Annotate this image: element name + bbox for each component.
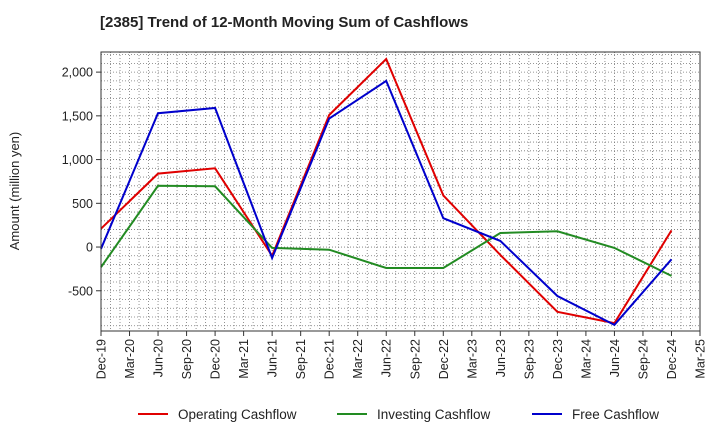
x-tick-label: Jun-23 — [494, 339, 508, 377]
legend-label: Free Cashflow — [572, 407, 659, 422]
x-tick-label: Sep-24 — [636, 339, 650, 379]
chart-title: [2385] Trend of 12-Month Moving Sum of C… — [100, 14, 469, 31]
series-line-free-cashflow — [100, 79, 673, 327]
series-line-operating-cashflow — [100, 57, 673, 325]
grid-lines — [101, 52, 700, 331]
y-tick-label: 1,500 — [62, 109, 93, 123]
y-tick-label: 1,000 — [62, 153, 93, 167]
legend-label: Operating Cashflow — [178, 407, 297, 422]
x-tick-label: Jun-20 — [152, 339, 166, 377]
y-tick-label: 2,000 — [62, 66, 93, 80]
x-tick-label: Dec-21 — [323, 339, 337, 379]
x-tick-label: Jun-24 — [608, 339, 622, 377]
x-tick-label: Mar-25 — [694, 339, 708, 379]
x-tick-label: Dec-19 — [95, 339, 109, 379]
x-tick-label: Dec-22 — [437, 339, 451, 379]
series-line-investing-cashflow — [100, 184, 672, 277]
x-tick-label: Dec-24 — [665, 339, 679, 379]
x-tick-label: Jun-22 — [380, 339, 394, 377]
x-tick-label: Sep-22 — [408, 339, 422, 379]
x-tick-label: Dec-20 — [209, 339, 223, 379]
y-tick-label: 0 — [86, 241, 93, 255]
x-tick-label: Jun-21 — [266, 339, 280, 377]
legend-label: Investing Cashflow — [377, 407, 491, 422]
plot-frame — [100, 51, 701, 332]
x-tick-label: Sep-23 — [522, 339, 536, 379]
x-tick-label: Mar-24 — [579, 339, 593, 379]
x-tick-label: Mar-20 — [123, 339, 137, 379]
series-lines — [100, 57, 673, 327]
axes: 2,000 1,500 1,000 500 0 -500 Dec-19 Mar-20 Jun-2… — [62, 51, 708, 379]
x-tick-label: Mar-23 — [465, 339, 479, 379]
x-tick-label: Mar-22 — [351, 339, 365, 379]
y-tick-label: 500 — [72, 197, 93, 211]
x-tick-label: Mar-21 — [237, 339, 251, 379]
x-tick-label: Sep-20 — [180, 339, 194, 379]
legend: Operating Cashflow Investing Cashflow Free… — [138, 407, 659, 422]
x-tick-label: Sep-21 — [294, 339, 308, 379]
x-tick-label: Dec-23 — [551, 339, 565, 379]
y-axis-title: Amount (million yen) — [7, 132, 22, 251]
y-tick-label: -500 — [68, 284, 93, 298]
